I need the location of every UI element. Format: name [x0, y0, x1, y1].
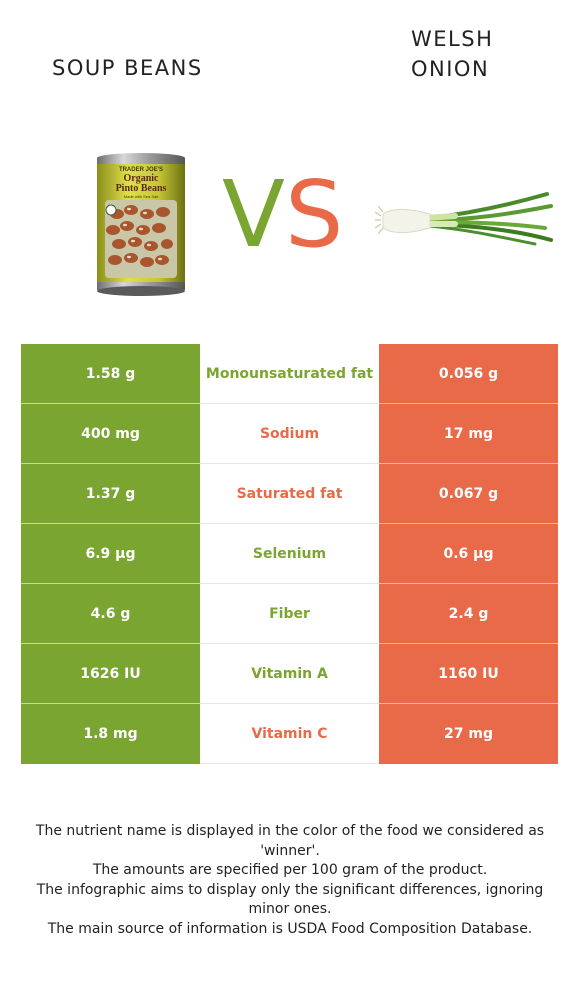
nutrient-name: Fiber	[200, 583, 379, 644]
right-value: 17 mg	[379, 403, 558, 464]
footer-line-1: The nutrient name is displayed in the co…	[35, 823, 545, 859]
footer-line-4: The main source of information is USDA F…	[47, 920, 533, 937]
comparison-row: 6.9 µg Selenium 0.6 µg	[21, 523, 558, 584]
can-line1-text: Organic	[124, 173, 160, 184]
left-value: 4.6 g	[21, 583, 200, 644]
footer-line-2: The amounts are specified per 100 gram o…	[92, 862, 488, 878]
comparison-row: 400 mg Sodium 17 mg	[21, 403, 558, 464]
can-line2-text: Pinto Beans	[116, 183, 167, 194]
vs-v-letter: V	[222, 161, 285, 268]
can-sub-text: Made with Sea Salt	[124, 194, 159, 199]
comparison-table: 1.58 g Monounsaturated fat 0.056 g 400 mg So…	[21, 344, 558, 764]
right-value: 0.067 g	[379, 463, 558, 524]
nutrient-name: Selenium	[200, 523, 379, 584]
welsh-onion-image	[374, 184, 555, 248]
comparison-row: 1.37 g Saturated fat 0.067 g	[21, 463, 558, 524]
comparison-row: 1626 IU Vitamin A 1160 IU	[21, 643, 558, 704]
vs-s-letter: S	[284, 161, 344, 268]
nutrient-name: Saturated fat	[200, 463, 379, 524]
left-value: 1.58 g	[21, 344, 200, 404]
right-value: 27 mg	[379, 703, 558, 764]
can-brand-text: TRADER JOE'S	[119, 167, 163, 173]
left-food-title: SOUP BEANS	[52, 56, 203, 80]
left-value: 1.8 mg	[21, 703, 200, 764]
right-value: 0.056 g	[379, 344, 558, 404]
vs-label: VS	[222, 160, 343, 270]
comparison-row: 1.8 mg Vitamin C 27 mg	[21, 703, 558, 764]
right-value: 1160 IU	[379, 643, 558, 704]
footer-notes: The nutrient name is displayed in the co…	[20, 822, 560, 939]
nutrient-name: Monounsaturated fat	[200, 344, 379, 404]
left-value: 1.37 g	[21, 463, 200, 524]
nutrient-name: Vitamin C	[200, 703, 379, 764]
left-value: 400 mg	[21, 403, 200, 464]
nutrient-name: Vitamin A	[200, 643, 379, 704]
left-value: 1626 IU	[21, 643, 200, 704]
right-value: 0.6 µg	[379, 523, 558, 584]
footer-line-3: The infographic aims to display only the…	[36, 881, 544, 918]
soup-beans-can-image: TRADER JOE'S Organic Pinto Beans Made wi…	[95, 152, 187, 298]
right-value: 2.4 g	[379, 583, 558, 644]
comparison-row: 4.6 g Fiber 2.4 g	[21, 583, 558, 644]
right-food-title: WELSH ONION	[411, 27, 494, 81]
comparison-row: 1.58 g Monounsaturated fat 0.056 g	[21, 344, 558, 404]
left-value: 6.9 µg	[21, 523, 200, 584]
nutrient-name: Sodium	[200, 403, 379, 464]
